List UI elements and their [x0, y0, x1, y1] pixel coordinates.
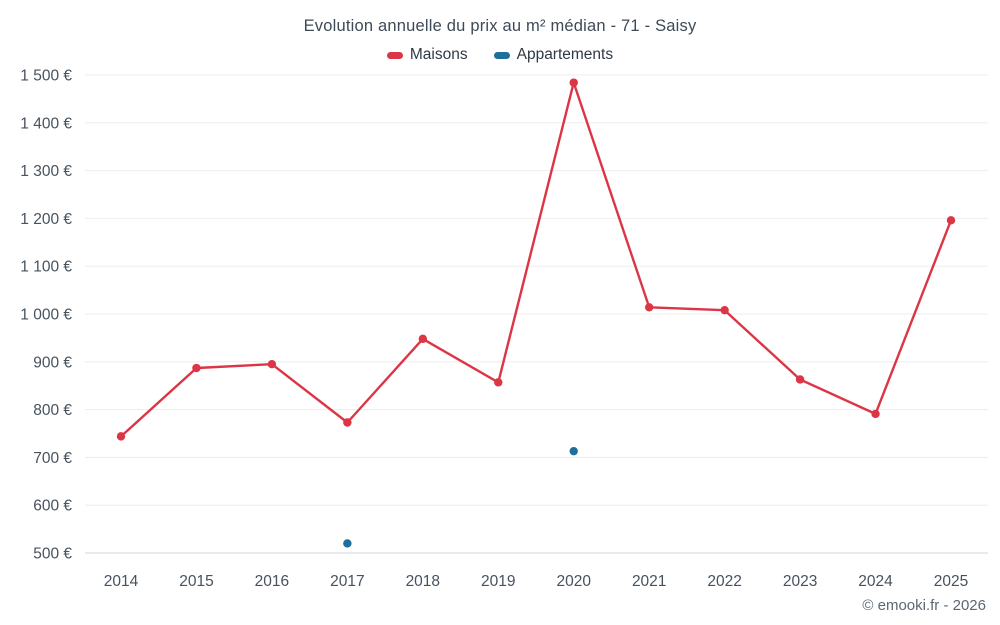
copyright: © emooki.fr - 2026 — [862, 597, 986, 614]
svg-text:700 €: 700 € — [33, 450, 72, 467]
svg-text:2020: 2020 — [556, 573, 591, 590]
svg-text:2024: 2024 — [858, 573, 893, 590]
svg-text:2016: 2016 — [255, 573, 289, 590]
appartements-legend-label: Appartements — [516, 46, 614, 63]
legend-item-appartements[interactable]: Appartements — [493, 46, 614, 64]
svg-text:2014: 2014 — [104, 573, 139, 590]
svg-text:1 300 €: 1 300 € — [20, 163, 72, 180]
legend-item-maisons[interactable]: Maisons — [386, 46, 468, 64]
svg-text:2015: 2015 — [179, 573, 213, 590]
svg-text:500 €: 500 € — [33, 546, 72, 563]
svg-text:2018: 2018 — [406, 573, 440, 590]
legend: Maisons Appartements — [0, 46, 1000, 64]
svg-text:2023: 2023 — [783, 573, 817, 590]
svg-text:1 100 €: 1 100 € — [20, 259, 72, 276]
appartements-series-swatch — [493, 51, 510, 59]
svg-text:2019: 2019 — [481, 573, 515, 590]
maisons-legend-label: Maisons — [409, 46, 468, 63]
svg-text:1 400 €: 1 400 € — [20, 115, 72, 132]
svg-text:1 200 €: 1 200 € — [20, 211, 72, 228]
chart-title: Evolution annuelle du prix au m² médian … — [303, 17, 697, 35]
svg-text:1 500 €: 1 500 € — [20, 68, 72, 85]
svg-text:2021: 2021 — [632, 573, 666, 590]
svg-text:2017: 2017 — [330, 573, 364, 590]
svg-text:900 €: 900 € — [33, 354, 72, 371]
svg-text:600 €: 600 € — [33, 498, 72, 515]
svg-text:2025: 2025 — [934, 573, 968, 590]
svg-text:1 000 €: 1 000 € — [20, 307, 72, 324]
svg-text:2022: 2022 — [707, 573, 741, 590]
svg-text:800 €: 800 € — [33, 402, 72, 419]
maisons-series-swatch — [386, 51, 403, 59]
